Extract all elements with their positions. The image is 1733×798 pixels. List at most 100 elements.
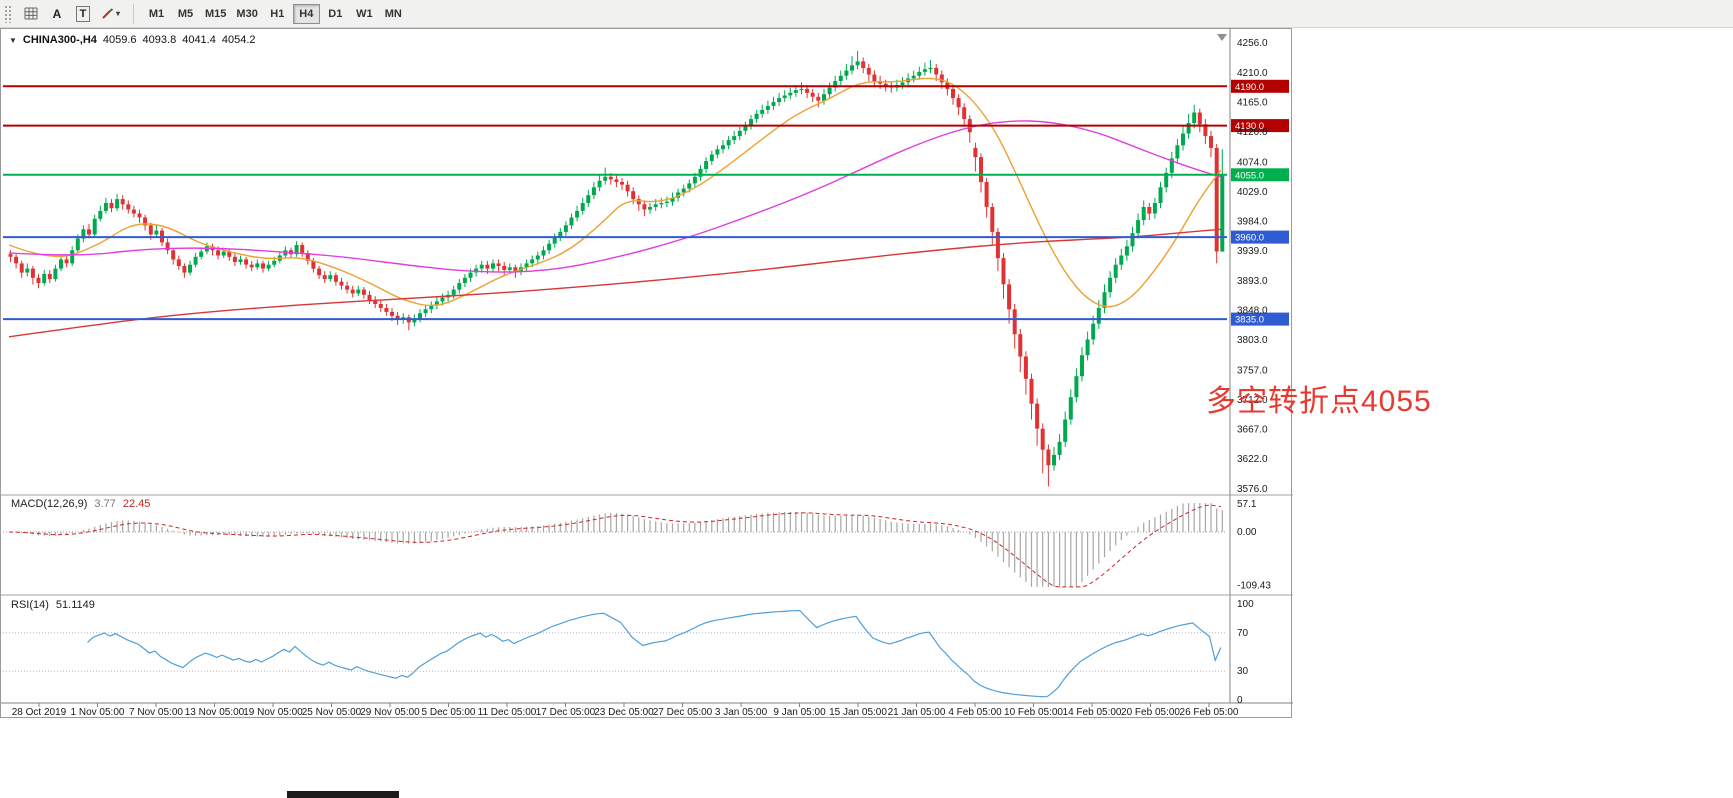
timeframe-button-m30[interactable]: M30: [232, 4, 261, 24]
candle-body: [569, 217, 574, 226]
candle-body: [760, 109, 765, 114]
chart-canvas[interactable]: 4190.0 4130.0 4055.0 3960.0 3835.0 4256.0 4210…: [1, 29, 1293, 719]
candle-body: [917, 71, 922, 76]
candle-body: [990, 207, 995, 232]
candle-body: [1001, 258, 1006, 285]
candle-body: [373, 300, 378, 304]
candle-body: [1175, 145, 1180, 159]
candle-body: [1152, 203, 1157, 214]
macd-tick-label: -109.43: [1237, 581, 1271, 592]
ma-mid-magenta: [8, 120, 1221, 273]
candle-body: [412, 318, 417, 323]
candle-body: [1130, 233, 1135, 247]
candle-body: [1186, 123, 1191, 134]
timeframe-button-m5[interactable]: M5: [172, 4, 199, 24]
candle-body: [131, 209, 136, 214]
candle-body: [810, 92, 815, 97]
price-tick-label: 3622.0: [1237, 454, 1268, 465]
chart-window[interactable]: 4190.0 4130.0 4055.0 3960.0 3835.0 4256.0 4210…: [0, 28, 1293, 719]
candle-body: [457, 283, 462, 290]
price-tick-label: 3667.0: [1237, 424, 1268, 435]
ohlc-open: 4059.6: [102, 34, 137, 46]
candle-body: [855, 61, 860, 66]
plot-layer: [8, 50, 1225, 487]
draw-tool-button[interactable]: ▾: [97, 3, 124, 25]
time-tick-label: 19 Nov 05:00: [243, 707, 303, 718]
text-label-tool-button[interactable]: A: [45, 3, 69, 25]
candle-body: [30, 268, 35, 278]
bottom-window-fragment: [287, 791, 399, 798]
candle-body: [541, 250, 546, 256]
time-tick-label: 20 Feb 05:00: [1121, 707, 1180, 718]
text-tool-button[interactable]: T: [71, 3, 95, 25]
candle-body: [692, 176, 697, 184]
ohlc-low: 4041.4: [182, 34, 216, 46]
candle-body: [339, 281, 344, 286]
toolbar-grip[interactable]: [4, 4, 12, 23]
price-tick-label: 3939.0: [1237, 246, 1268, 257]
price-tag: [1231, 119, 1289, 133]
candle-body: [1169, 158, 1174, 173]
candle-body: [390, 311, 394, 316]
timeframe-button-h1[interactable]: H1: [264, 4, 291, 24]
chart-shift-marker[interactable]: [1217, 34, 1227, 41]
time-tick-label: 7 Nov 05:00: [129, 707, 183, 718]
candle-body: [1068, 397, 1073, 420]
timeframe-button-mn[interactable]: MN: [380, 4, 407, 24]
candle-body: [1192, 112, 1197, 123]
price-tag-label: 4190.0: [1235, 82, 1264, 93]
candle-body: [777, 98, 782, 102]
time-tick-label: 15 Jan 05:00: [829, 707, 887, 718]
time-tick-label: 17 Dec 05:00: [536, 707, 596, 718]
candle-body: [440, 297, 445, 302]
candle-body: [872, 74, 877, 82]
candle-body: [53, 268, 58, 280]
candle-body: [771, 102, 776, 106]
candle-body: [305, 252, 310, 261]
chart-menu-arrow-icon[interactable]: ▼: [9, 35, 17, 45]
candle-body: [1220, 175, 1225, 252]
candle-body: [317, 268, 322, 276]
candle-body: [670, 197, 675, 202]
timeframe-button-m15[interactable]: M15: [201, 4, 230, 24]
rsi-tick-label: 30: [1237, 666, 1249, 677]
timeframe-button-h4[interactable]: H4: [292, 3, 320, 24]
candle-body: [698, 168, 703, 177]
chevron-down-icon: ▾: [116, 9, 121, 18]
candle-body: [591, 187, 596, 196]
candle-body: [586, 195, 591, 204]
candle-body: [704, 161, 709, 169]
candle-body: [580, 203, 585, 211]
timeframe-button-w1[interactable]: W1: [351, 4, 378, 24]
chart-annotation: 多空转折点4055: [1206, 385, 1432, 418]
candle-body: [664, 201, 669, 203]
candle-body: [36, 277, 41, 283]
candle-body: [462, 277, 467, 283]
candle-body: [575, 210, 580, 218]
ma-fast-orange: [8, 77, 1222, 308]
price-tick-label: 3984.0: [1237, 216, 1268, 227]
time-tick-label: 3 Jan 05:00: [715, 707, 768, 718]
candle-body: [1197, 112, 1202, 125]
macd-tick-label: 57.1: [1237, 499, 1257, 510]
time-tick-label: 4 Feb 05:00: [948, 707, 1002, 718]
candle-body: [1181, 133, 1185, 146]
candle-body: [1080, 355, 1084, 377]
candle-body: [749, 119, 753, 126]
timeframe-button-m1[interactable]: M1: [143, 4, 170, 24]
macd-tick-label: 0.00: [1237, 527, 1257, 538]
charts-grid-button[interactable]: [19, 3, 43, 25]
candle-body: [47, 273, 52, 280]
ma-slow-red: [8, 228, 1221, 338]
time-tick-label: 1 Nov 05:00: [71, 707, 125, 718]
candle-body: [883, 83, 888, 87]
candle-body: [87, 229, 91, 235]
candle-body: [614, 179, 619, 182]
candle-body: [42, 273, 47, 284]
time-tick-label: 26 Feb 05:00: [1180, 707, 1239, 718]
candle-body: [799, 88, 804, 91]
candle-body: [216, 250, 221, 256]
candle-body: [1012, 309, 1017, 335]
price-tick-label: 3803.0: [1237, 335, 1268, 346]
timeframe-button-d1[interactable]: D1: [322, 4, 349, 24]
